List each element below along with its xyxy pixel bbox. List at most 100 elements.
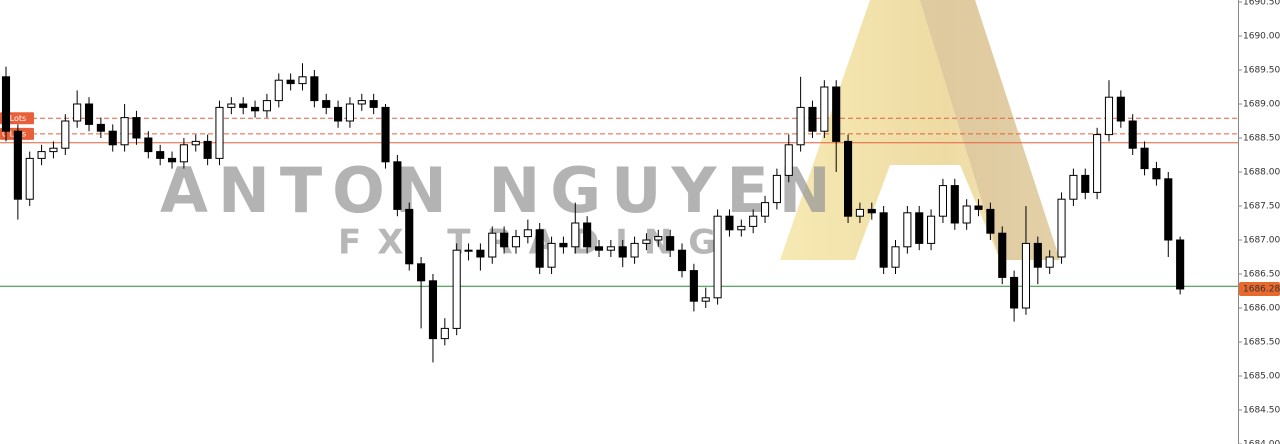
candle-body (13, 130, 22, 200)
y-tick-label: 1684.50 (1243, 406, 1280, 416)
candle-body (310, 76, 319, 102)
candle-body (1104, 96, 1114, 136)
candle-body (1164, 178, 1173, 241)
candle-body (844, 140, 853, 217)
candle-body (156, 151, 165, 159)
watermark-title: ANTON NGUYEN (160, 154, 841, 227)
last-price-label: 1686.28 (1243, 284, 1280, 294)
y-tick-label: 1687.00 (1243, 236, 1280, 246)
candle-body (73, 103, 82, 122)
y-tick-label: 1689.00 (1243, 100, 1280, 110)
candle-body (867, 208, 876, 214)
candle-body (61, 120, 70, 149)
candle-body (1116, 96, 1125, 122)
candle-body (357, 100, 366, 105)
candle-body (1057, 198, 1066, 258)
y-tick-label: 1690.50 (1243, 0, 1280, 8)
order-label: 0 Lots (2, 114, 26, 123)
y-tick-label: 1688.50 (1243, 134, 1280, 144)
candle-body (784, 144, 793, 176)
candle-body (689, 270, 698, 302)
candle-body (772, 174, 781, 204)
candle-body (500, 232, 509, 248)
candle-body (606, 246, 615, 251)
candle-body (369, 100, 378, 108)
y-tick-label: 1685.00 (1243, 372, 1280, 382)
candle-body (594, 246, 604, 251)
candle-body (1152, 168, 1161, 180)
candle-body (298, 76, 307, 85)
candle-body (405, 208, 414, 265)
candle-body (974, 205, 983, 210)
candle-body (393, 161, 402, 210)
y-tick-label: 1689.50 (1243, 66, 1280, 76)
candle-body (1010, 276, 1019, 309)
candle-body (191, 140, 200, 146)
candle-body (488, 232, 497, 258)
candle-body (334, 106, 343, 122)
candle-body (203, 140, 212, 159)
candle-body (1176, 239, 1185, 290)
candle-body (559, 242, 568, 248)
candle-body (1081, 174, 1090, 193)
candle-body (713, 215, 722, 299)
candle-body (1140, 147, 1149, 170)
candle-body (927, 215, 936, 244)
candle-body (630, 242, 639, 258)
candle-body (820, 86, 829, 132)
candle-body (547, 242, 556, 268)
candle-body (1128, 120, 1137, 149)
candle-body (1, 76, 11, 132)
y-tick-label: 1686.50 (1243, 270, 1280, 280)
candle-body (677, 249, 687, 272)
candle-body (855, 208, 864, 217)
candle-body (832, 86, 841, 142)
candle-body (251, 106, 260, 112)
candle-body (986, 208, 995, 234)
candle-body (583, 222, 592, 248)
candle-body (950, 185, 959, 224)
candle-body (1021, 242, 1031, 309)
candle-body (286, 79, 295, 85)
candle-body (725, 215, 734, 231)
candle-body (701, 297, 710, 302)
candle-body (464, 249, 473, 252)
candle-body (167, 157, 177, 163)
candle-body (215, 106, 224, 159)
candle-body (891, 246, 900, 268)
watermark-subtitle: FX TRADING (338, 223, 732, 263)
candle-body (879, 212, 888, 268)
candle-body (417, 263, 426, 282)
candle-body (642, 239, 651, 244)
candle-body (938, 185, 947, 217)
y-tick-label: 1687.50 (1243, 202, 1280, 212)
candle-body (760, 202, 770, 217)
candle-body (108, 130, 117, 146)
candle-body (796, 106, 805, 146)
candle-body (49, 147, 58, 153)
candle-body (1069, 174, 1078, 200)
last-price-tag (1239, 281, 1280, 296)
candle-body (84, 103, 94, 125)
candle-body (440, 327, 449, 340)
candle-body (1093, 134, 1102, 193)
candle-body (274, 79, 283, 102)
y-tick-label: 1686.00 (1243, 304, 1280, 314)
y-tick-label: 1688.00 (1243, 168, 1280, 178)
candle-body (322, 100, 331, 108)
y-tick-label: 1685.50 (1243, 338, 1280, 348)
candle-body (179, 144, 188, 163)
candle-body (737, 225, 746, 231)
candle-body (120, 117, 129, 146)
candle-body (571, 222, 580, 248)
candle-body (511, 236, 521, 248)
candle-body (345, 103, 354, 122)
candle-body (1033, 242, 1042, 268)
candle-body (915, 212, 924, 244)
candle-body (37, 151, 46, 159)
candle-body (239, 103, 248, 108)
candle-body (381, 106, 390, 163)
candle-body (523, 229, 532, 238)
